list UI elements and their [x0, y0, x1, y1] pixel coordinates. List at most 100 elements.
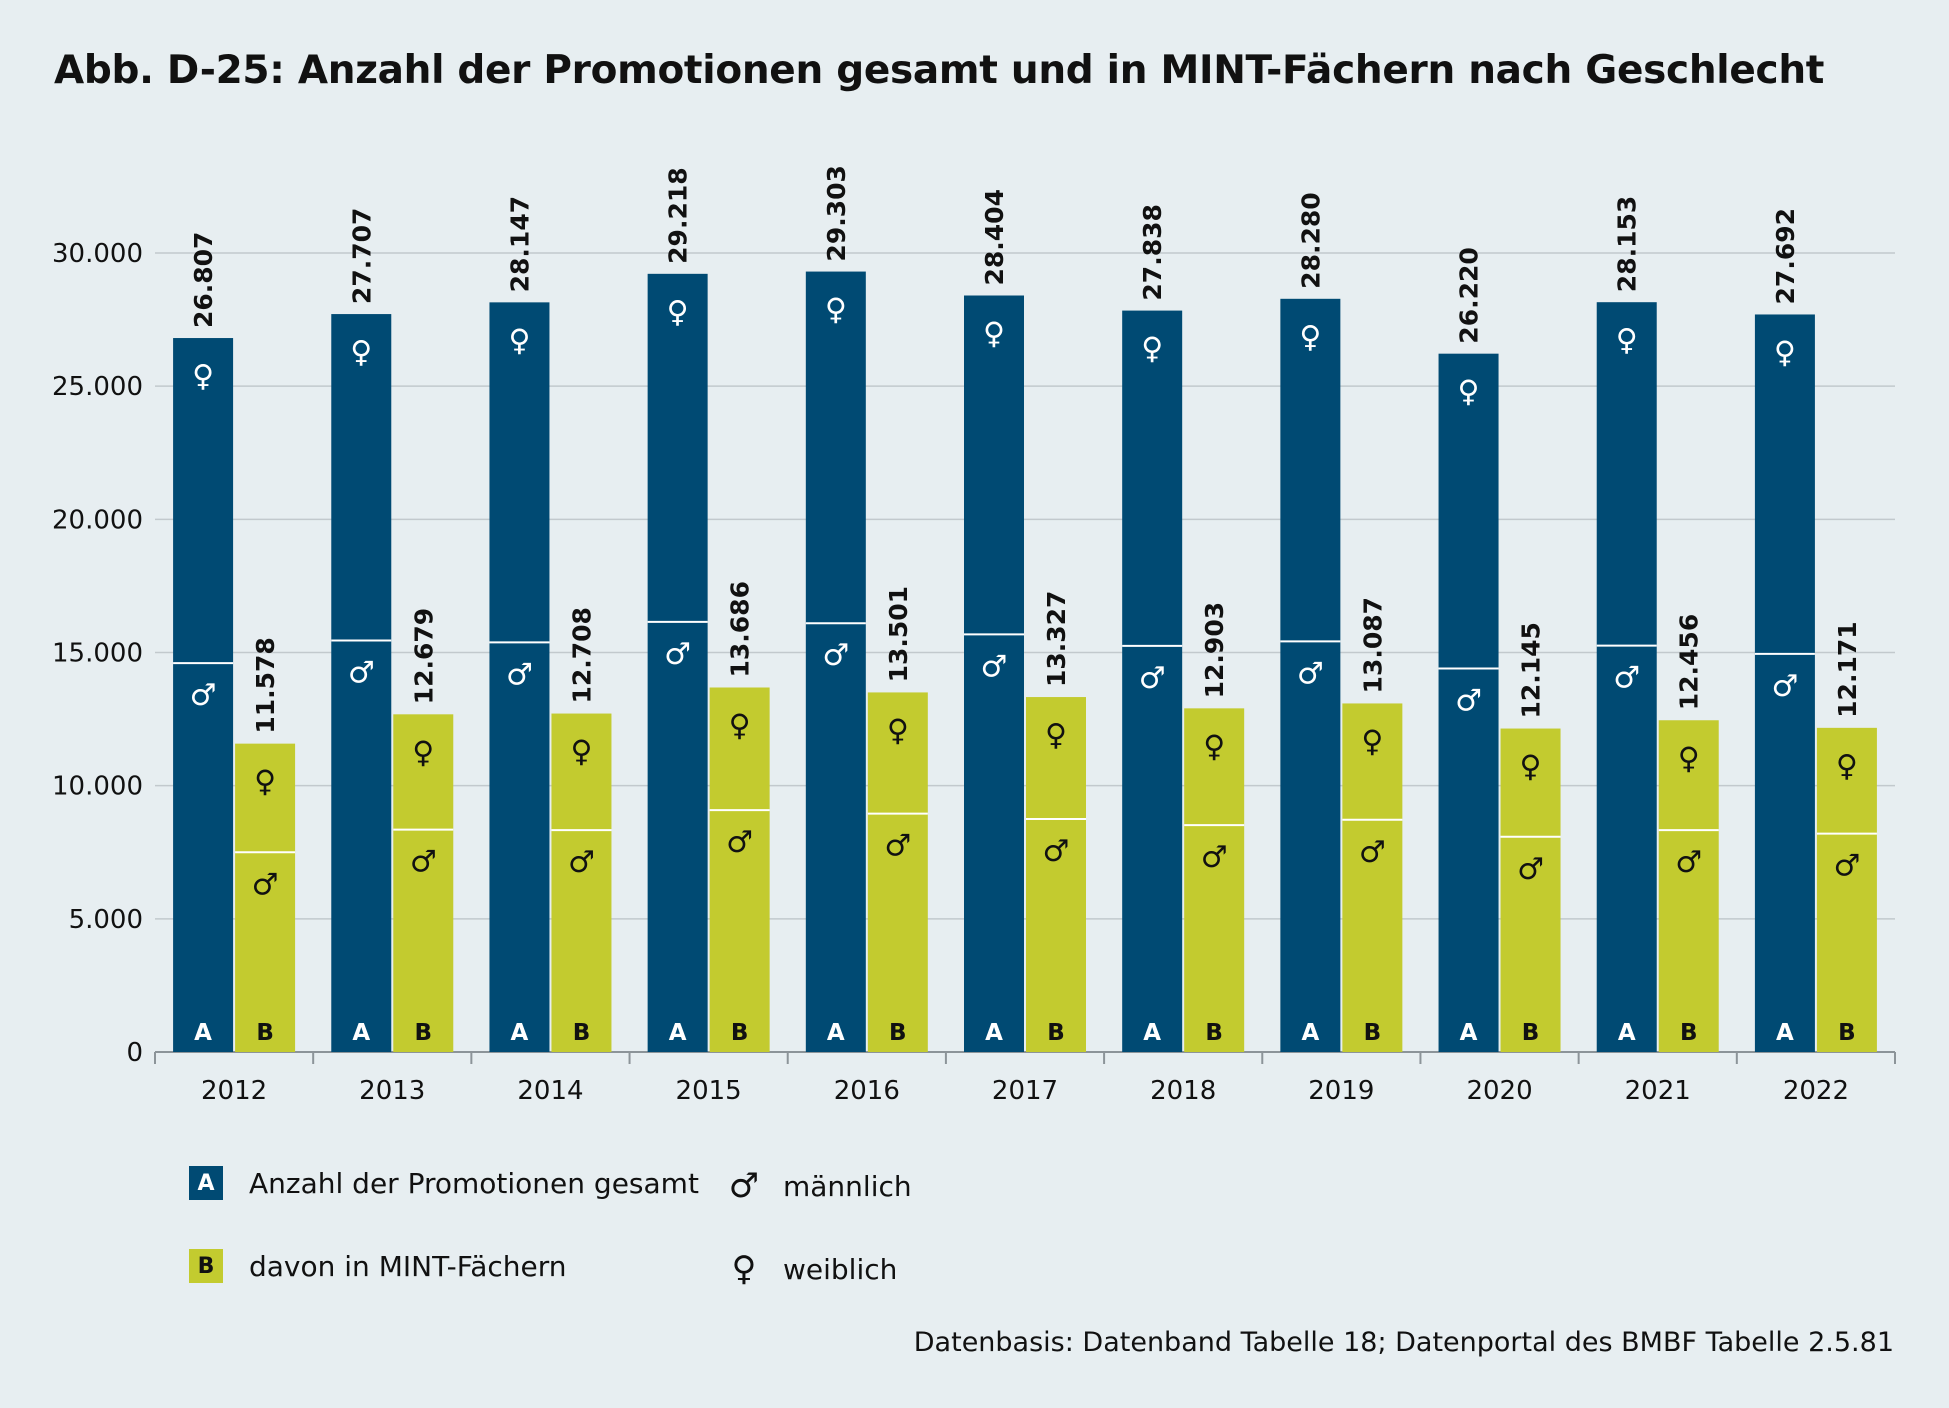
bar-gesamt-female — [1280, 298, 1341, 642]
value-label-mint: 12.708 — [567, 607, 596, 703]
x-tick-label: 2014 — [517, 1076, 583, 1106]
bar-key-b: B — [256, 1020, 274, 1046]
bar-mint-male — [1184, 825, 1245, 1052]
bar-gesamt-male — [173, 663, 234, 1052]
female-icon: ♀ — [412, 735, 434, 770]
value-label-gesamt: 27.692 — [1771, 208, 1800, 304]
bar-mint-female — [393, 714, 454, 830]
bar-gesamt-female — [173, 338, 234, 664]
chart-title: Abb. D-25: Anzahl der Promotionen gesamt… — [54, 48, 1825, 93]
bar-gesamt-female — [1754, 314, 1815, 654]
bar-chart: 0 5.000 10.000 15.000 20.000 25.000 30.000 2012… — [52, 165, 1896, 1106]
male-icon: ♂ — [884, 829, 911, 864]
legend-label-gesamt: Anzahl der Promotionen gesamt — [249, 1166, 699, 1200]
x-tick-label: 2018 — [1150, 1076, 1216, 1106]
bar-mint-female — [1342, 703, 1403, 820]
bar-key-b: B — [1838, 1020, 1856, 1046]
female-icon: ♀ — [1045, 718, 1067, 753]
bar-mint-male — [1658, 830, 1719, 1052]
male-icon: ♂ — [664, 637, 691, 672]
bar-key-b: B — [731, 1020, 749, 1046]
y-tick-label: 25.000 — [52, 372, 143, 402]
bar-gesamt-female — [964, 295, 1024, 635]
x-tick-label: 2012 — [201, 1076, 267, 1106]
bar-gesamt-female — [1596, 302, 1657, 646]
female-icon: ♀ — [1203, 729, 1225, 764]
bar-mint-female — [551, 713, 612, 831]
bar-mint-female — [867, 692, 928, 814]
bar-gesamt-female — [489, 302, 550, 643]
x-tick-label: 2017 — [992, 1076, 1058, 1106]
bar-gesamt-female — [647, 273, 708, 622]
bar-mint-female — [1184, 708, 1245, 826]
bar-key-a: A — [1618, 1020, 1636, 1046]
bar-gesamt-male — [331, 640, 392, 1052]
bar-mint-male — [1026, 818, 1086, 1052]
male-icon: ♂ — [410, 845, 437, 880]
bar-mint-female — [235, 743, 296, 853]
bar-key-b: B — [1205, 1020, 1223, 1046]
bar-key-b: B — [1522, 1020, 1540, 1046]
male-icon: ♂ — [506, 657, 533, 692]
bar-key-a: A — [352, 1020, 370, 1046]
male-icon: ♂ — [252, 867, 279, 902]
male-icon: ♂ — [1455, 683, 1482, 718]
value-label-gesamt: 27.707 — [347, 208, 376, 304]
male-icon: ♂ — [1297, 656, 1324, 691]
value-label-mint: 13.686 — [726, 581, 755, 677]
female-icon: ♀ — [887, 713, 909, 748]
value-label-gesamt: 28.280 — [1296, 192, 1325, 288]
legend-label-male: männlich — [783, 1169, 912, 1203]
female-icon: ♀ — [1299, 320, 1321, 355]
bar-gesamt-male — [647, 621, 708, 1052]
female-icon: ♀ — [350, 335, 372, 370]
bar-mint-female — [709, 687, 770, 811]
male-icon: ♂ — [1043, 834, 1070, 869]
female-icon: ♀ — [192, 359, 214, 394]
x-tick-label: 2020 — [1466, 1076, 1532, 1106]
bar-mint-male — [1816, 833, 1877, 1052]
legend-item-gesamt: A Anzahl der Promotionen gesamt — [189, 1166, 699, 1200]
bar-mint-female — [1658, 720, 1719, 831]
bar-mint-male — [1342, 819, 1403, 1052]
bar-key-b: B — [1364, 1020, 1382, 1046]
bar-key-b: B — [1047, 1020, 1065, 1046]
female-icon: ♀ — [729, 708, 751, 743]
value-label-mint: 12.903 — [1200, 602, 1229, 698]
female-icon: ♀ — [667, 295, 689, 330]
value-label-mint: 12.145 — [1517, 622, 1546, 718]
male-icon: ♂ — [822, 638, 849, 673]
female-icon: ♀ — [570, 735, 592, 770]
value-label-mint: 13.087 — [1358, 597, 1387, 693]
female-icon: ♀ — [1520, 750, 1542, 785]
bar-key-b: B — [889, 1020, 907, 1046]
legend-item-mint: B davon in MINT-Fächern — [189, 1249, 567, 1283]
value-label-gesamt: 27.838 — [1138, 204, 1167, 300]
legend-swatch-b: B — [189, 1249, 223, 1283]
male-icon: ♂ — [348, 656, 375, 691]
female-icon: ♀ — [1361, 724, 1383, 759]
female-icon: ♀ — [1774, 335, 1796, 370]
female-icon: ♀ — [1458, 375, 1480, 410]
x-tick-label: 2021 — [1625, 1076, 1691, 1106]
value-label-mint: 12.456 — [1675, 614, 1704, 710]
value-label-gesamt: 28.153 — [1613, 196, 1642, 292]
legend-item-female: ♀ weiblich — [727, 1249, 898, 1289]
bar-key-b: B — [415, 1020, 433, 1046]
male-icon: ♂ — [568, 845, 595, 880]
x-tick-label: 2015 — [676, 1076, 742, 1106]
bar-mint-male — [235, 852, 296, 1052]
y-tick-label: 20.000 — [52, 505, 143, 535]
bar-mint-female — [1816, 727, 1877, 834]
value-label-mint: 12.679 — [409, 608, 438, 704]
bar-key-a: A — [1776, 1020, 1794, 1046]
bar-mint-male — [1500, 836, 1561, 1052]
y-tick-label: 10.000 — [52, 772, 143, 802]
male-icon: ♂ — [190, 678, 217, 713]
bar-mint-male — [867, 813, 928, 1052]
bar-gesamt-male — [964, 634, 1024, 1052]
value-label-mint: 13.501 — [884, 586, 913, 682]
female-icon: ♀ — [1141, 332, 1163, 367]
y-tick-label: 0 — [126, 1038, 143, 1068]
value-label-gesamt: 29.218 — [664, 167, 693, 263]
